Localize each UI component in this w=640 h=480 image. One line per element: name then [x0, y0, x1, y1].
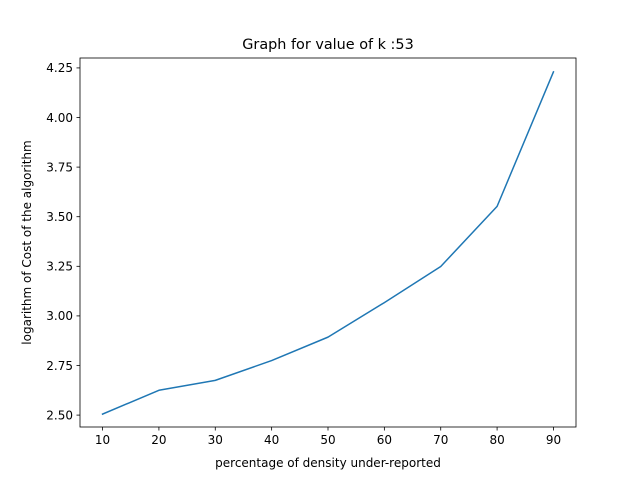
plot-frame — [79, 57, 577, 428]
x-tick-label: 40 — [264, 433, 279, 447]
x-tick-label: 70 — [433, 433, 448, 447]
y-tick-label: 4.00 — [46, 111, 73, 125]
y-tick-label: 3.25 — [46, 260, 73, 274]
x-axis-ticks: 10 20 30 40 50 60 70 80 90 — [95, 427, 561, 447]
y-tick-label: 4.25 — [46, 61, 73, 75]
x-tick-label: 30 — [208, 433, 223, 447]
y-tick-label: 3.00 — [46, 309, 73, 323]
y-tick-label: 2.75 — [46, 359, 73, 373]
y-tick-label: 3.50 — [46, 210, 73, 224]
x-tick-label: 90 — [546, 433, 561, 447]
chart-title: Graph for value of k :53 — [242, 37, 413, 53]
series-line — [101, 70, 555, 416]
x-axis-label: percentage of density under-reported — [215, 456, 441, 470]
x-tick-label: 20 — [151, 433, 166, 447]
x-tick-label: 10 — [95, 433, 110, 447]
y-tick-label: 3.75 — [46, 160, 73, 174]
x-tick-label: 50 — [320, 433, 335, 447]
y-axis-ticks: 2.50 2.75 3.00 3.25 3.50 3.75 4.00 4.25 — [46, 61, 80, 422]
y-axis-label: logarithm of Cost of the algorithm — [20, 140, 34, 344]
x-tick-label: 60 — [377, 433, 392, 447]
y-tick-label: 2.50 — [46, 408, 73, 422]
x-tick-label: 80 — [489, 433, 504, 447]
